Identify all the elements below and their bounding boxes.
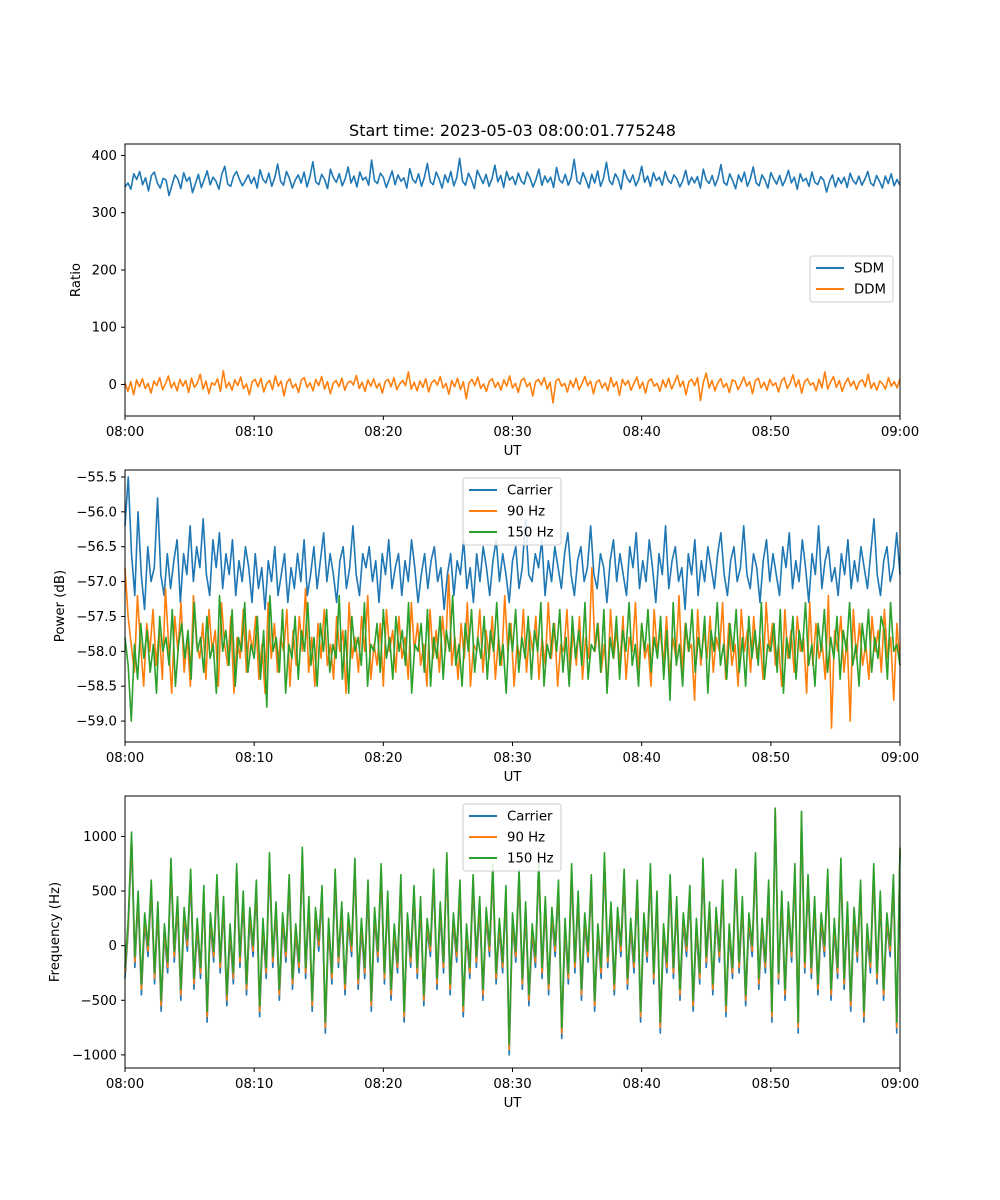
x-tick-label: 08:10 bbox=[235, 1077, 273, 1092]
x-tick-label: 08:30 bbox=[493, 751, 531, 766]
panel-1: 08:00 08:10 08:20 08:30 08:40 08:50 09:00 0 100 2… bbox=[69, 143, 919, 459]
y-tick-label: 500 bbox=[92, 885, 117, 900]
y-tick-label: −58.0 bbox=[76, 645, 117, 660]
y-tick-label: −56.0 bbox=[76, 505, 117, 520]
y-tick-label: −58.5 bbox=[76, 680, 117, 695]
y-tick-label: 1000 bbox=[83, 830, 117, 845]
x-tick-label: 08:20 bbox=[364, 1077, 402, 1092]
y-axis-label: Ratio bbox=[69, 263, 84, 297]
x-tick-label: 08:50 bbox=[752, 425, 790, 440]
x-tick-label: 08:40 bbox=[623, 425, 661, 440]
x-tick-label: 08:30 bbox=[493, 425, 531, 440]
panel-2: 08:00 08:10 08:20 08:30 08:40 08:50 09:00 −59.0… bbox=[53, 469, 919, 785]
x-tick-label: 08:00 bbox=[106, 1077, 144, 1092]
series-line-ddm bbox=[124, 369, 901, 404]
x-tick-label: 09:00 bbox=[881, 1077, 919, 1092]
x-tick-label: 08:10 bbox=[235, 425, 273, 440]
y-tick-label: −56.5 bbox=[76, 540, 117, 555]
x-tick-label: 08:10 bbox=[235, 751, 273, 766]
legend-entry: 90 Hz bbox=[507, 505, 545, 520]
chart-panels: 08:00 08:10 08:20 08:30 08:40 08:50 09:00 0 100 2… bbox=[48, 143, 919, 1111]
legend-entry: Carrier bbox=[507, 484, 553, 499]
x-tick-label: 08:50 bbox=[752, 751, 790, 766]
y-tick-label: 200 bbox=[92, 263, 117, 278]
legend-entry: SDM bbox=[854, 262, 884, 277]
y-axis-label: Power (dB) bbox=[53, 570, 68, 642]
panel-3: 08:00 08:10 08:20 08:30 08:40 08:50 09:00 −1000… bbox=[48, 795, 919, 1111]
y-tick-label: −57.0 bbox=[76, 575, 117, 590]
y-tick-label: 0 bbox=[109, 939, 117, 954]
x-tick-label: 08:30 bbox=[493, 1077, 531, 1092]
y-tick-label: −1000 bbox=[72, 1048, 117, 1063]
legend-entry: 90 Hz bbox=[507, 831, 545, 846]
y-tick-label: 100 bbox=[92, 321, 117, 336]
legend-entry: Carrier bbox=[507, 810, 553, 825]
y-axis-label: Frequency (Hz) bbox=[48, 882, 63, 982]
x-tick-label: 09:00 bbox=[881, 751, 919, 766]
y-tick-label: −59.0 bbox=[76, 715, 117, 730]
x-tick-label: 08:20 bbox=[364, 425, 402, 440]
legend-entry: DDM bbox=[854, 283, 886, 298]
series-line-150-hz bbox=[124, 807, 901, 1045]
chart-title: Start time: 2023-05-03 08:00:01.775248 bbox=[349, 121, 676, 140]
x-tick-label: 08:40 bbox=[623, 1077, 661, 1092]
legend: Carrier 90 Hz 150 Hz bbox=[462, 477, 562, 546]
x-axis-label: UT bbox=[504, 1096, 523, 1111]
x-tick-label: 08:50 bbox=[752, 1077, 790, 1092]
series-line-90-hz bbox=[124, 566, 901, 729]
x-axis-label: UT bbox=[504, 444, 523, 459]
x-tick-label: 08:40 bbox=[623, 751, 661, 766]
y-tick-label: −55.5 bbox=[76, 470, 117, 485]
series-line-sdm bbox=[124, 157, 901, 197]
x-tick-label: 08:20 bbox=[364, 751, 402, 766]
x-tick-label: 08:00 bbox=[106, 425, 144, 440]
x-tick-label: 08:00 bbox=[106, 751, 144, 766]
y-tick-label: 300 bbox=[92, 206, 117, 221]
y-tick-label: −500 bbox=[80, 994, 117, 1009]
y-tick-label: −57.5 bbox=[76, 610, 117, 625]
series-line-carrier bbox=[124, 476, 901, 611]
legend: Carrier 90 Hz 150 Hz bbox=[462, 803, 562, 872]
series-line-150-hz bbox=[124, 594, 901, 722]
y-tick-label: 0 bbox=[109, 378, 117, 393]
legend-box bbox=[462, 803, 562, 872]
legend-entry: 150 Hz bbox=[507, 852, 554, 867]
legend: SDM DDM bbox=[809, 255, 894, 303]
y-tick-label: 400 bbox=[92, 149, 117, 164]
x-axis-label: UT bbox=[504, 770, 523, 785]
legend-box bbox=[462, 477, 562, 546]
x-tick-label: 09:00 bbox=[881, 425, 919, 440]
legend-entry: 150 Hz bbox=[507, 526, 554, 541]
